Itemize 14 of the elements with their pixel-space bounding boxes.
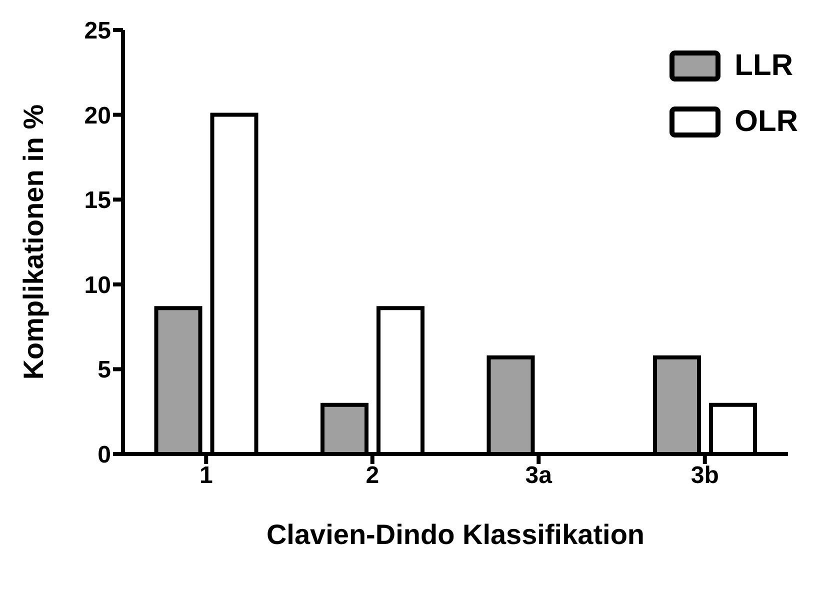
y-tick-label: 15: [84, 187, 111, 214]
x-tick-label: 1: [199, 462, 213, 490]
legend-label: OLR: [734, 105, 798, 139]
y-tick-label: 20: [84, 102, 111, 130]
y-tick-label: 25: [84, 18, 111, 45]
y-tick-label: 0: [98, 442, 111, 469]
y-tick-label: 5: [98, 356, 111, 384]
legend-label: LLR: [734, 49, 793, 83]
x-axis-title: Clavien-Dindo Klassifikation: [266, 519, 645, 550]
y-tick-label: 10: [84, 272, 111, 299]
x-tick-label: 3a: [525, 462, 553, 490]
y-axis-title: Komplikationen in %: [18, 104, 49, 380]
x-tick-label: 2: [366, 462, 380, 490]
x-tick-label: 3b: [690, 462, 719, 490]
